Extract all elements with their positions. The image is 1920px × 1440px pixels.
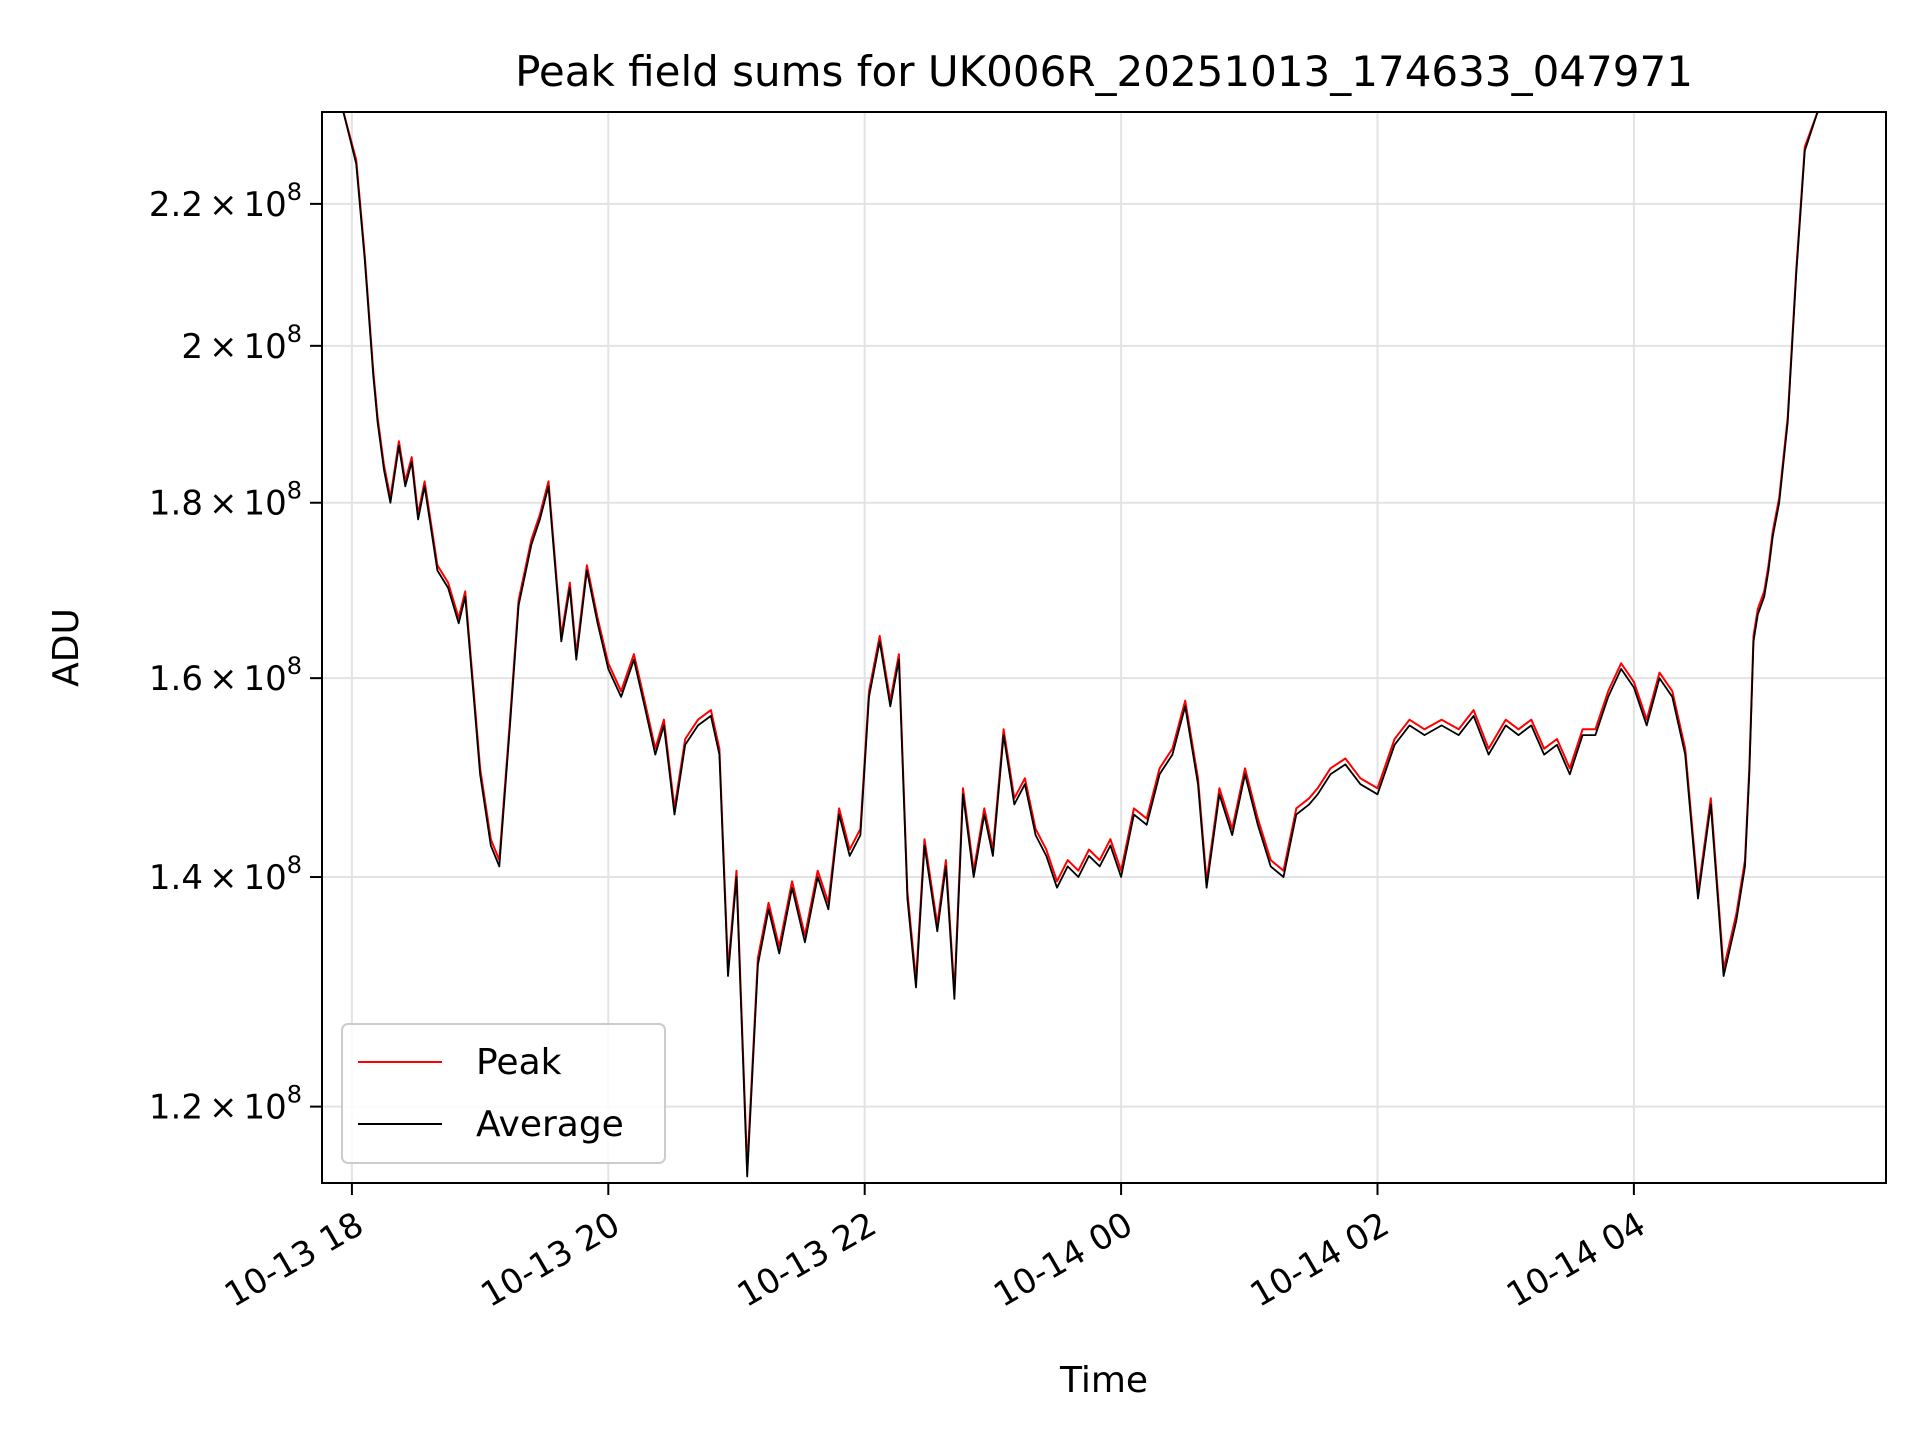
- series-lines: [322, 111, 1831, 1178]
- chart-title: Peak field sums for UK006R_20251013_1746…: [515, 47, 1693, 96]
- x-axis-label: Time: [1059, 1360, 1148, 1401]
- y-tick-label: 1.8 × 108: [149, 477, 302, 524]
- y-tick-label: 1.6 × 108: [149, 652, 302, 699]
- y-tick-label: 1.2 × 108: [149, 1081, 302, 1128]
- series-line-peak: [322, 111, 1831, 1170]
- y-axis-label: ADU: [46, 608, 87, 687]
- grid-lines: [322, 112, 1886, 1183]
- plot-frame: [321, 111, 1887, 1184]
- legend-label-peak: Peak: [476, 1042, 562, 1083]
- legend: Peak Average: [341, 1023, 666, 1164]
- y-tick-label: 2 × 108: [181, 320, 302, 367]
- legend-label-average: Average: [476, 1104, 624, 1145]
- y-tick-label: 1.4 × 108: [149, 851, 302, 898]
- legend-box: [341, 1023, 666, 1164]
- series-line-average: [322, 111, 1831, 1178]
- y-tick-label: 2.2 × 108: [149, 178, 302, 225]
